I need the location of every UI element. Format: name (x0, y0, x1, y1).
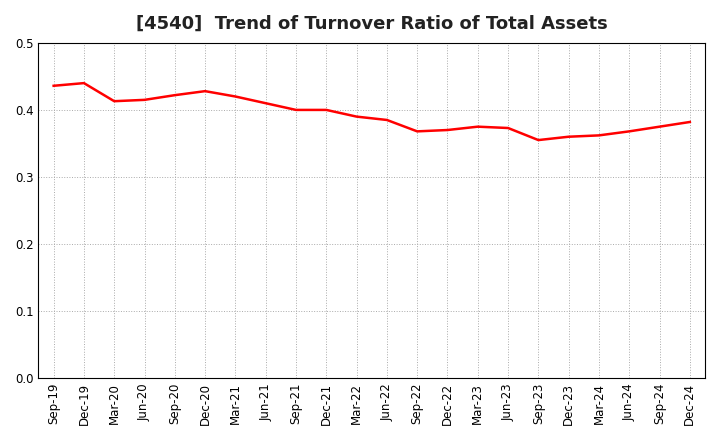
Title: [4540]  Trend of Turnover Ratio of Total Assets: [4540] Trend of Turnover Ratio of Total … (136, 15, 608, 33)
